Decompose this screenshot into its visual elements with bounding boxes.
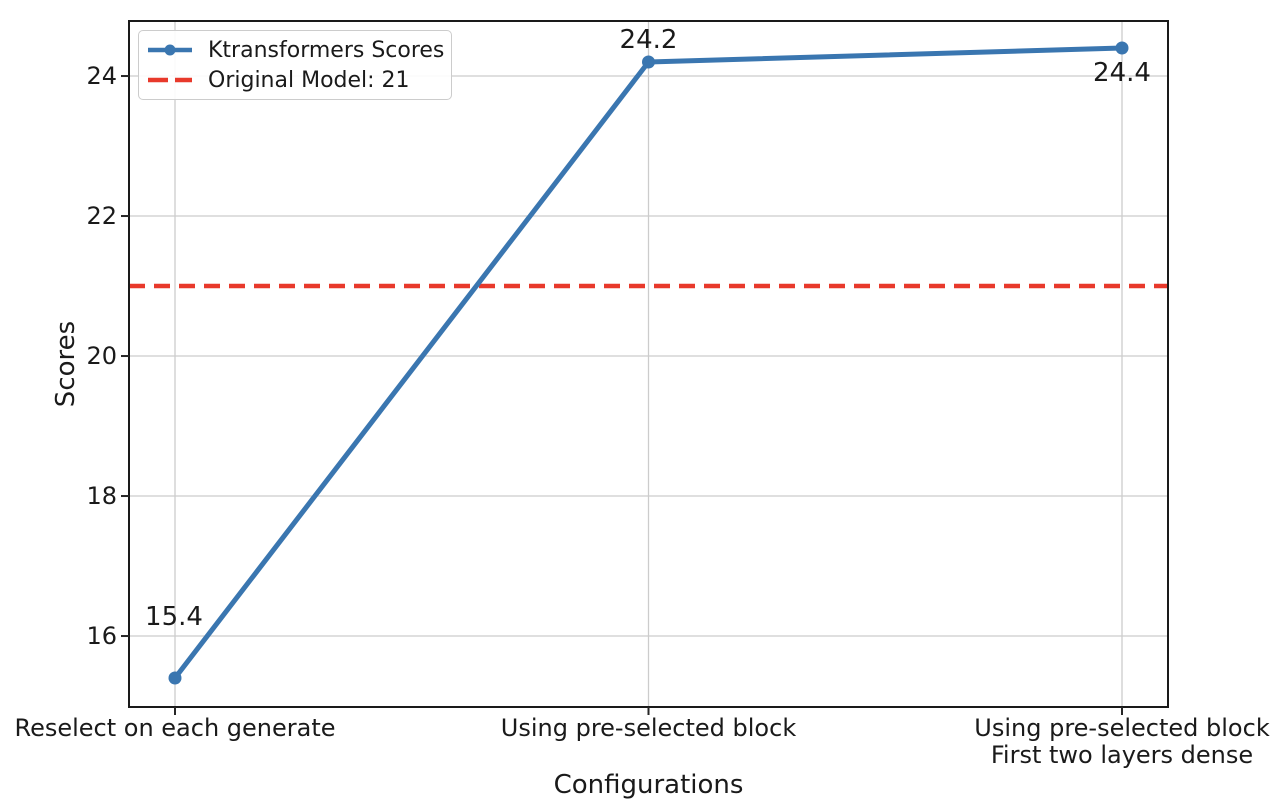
data-label: 15.4 [145,602,203,632]
y-tick-label: 18 [86,482,117,510]
legend-item-ktransformers-scores: Ktransformers Scores [146,35,445,65]
x-tick-label: Using pre-selected block [501,714,797,742]
y-tick-label: 16 [86,622,117,650]
dashed-line-icon [148,77,192,83]
data-point-marker [642,55,655,69]
y-tick-label: 22 [86,202,117,230]
data-label: 24.2 [620,25,678,55]
legend: Ktransformers Scores Original Model: 21 [138,30,452,100]
x-tick-label: Using pre-selected block First two layers… [974,714,1270,769]
y-tick-label: 24 [86,62,117,90]
data-point-marker [168,671,182,685]
legend-label-reference: Original Model: 21 [208,67,410,93]
x-tick-label: Reselect on each generate [14,714,335,742]
legend-item-original-model: Original Model: 21 [146,65,443,95]
line-with-marker-icon [148,44,192,56]
y-tick-label: 20 [86,342,117,370]
data-point-marker [1115,41,1129,55]
data-label: 24.4 [1093,58,1151,88]
legend-label-series: Ktransformers Scores [208,37,445,63]
y-axis-title: Scores [51,320,81,408]
x-axis-title: Configurations [553,770,744,800]
